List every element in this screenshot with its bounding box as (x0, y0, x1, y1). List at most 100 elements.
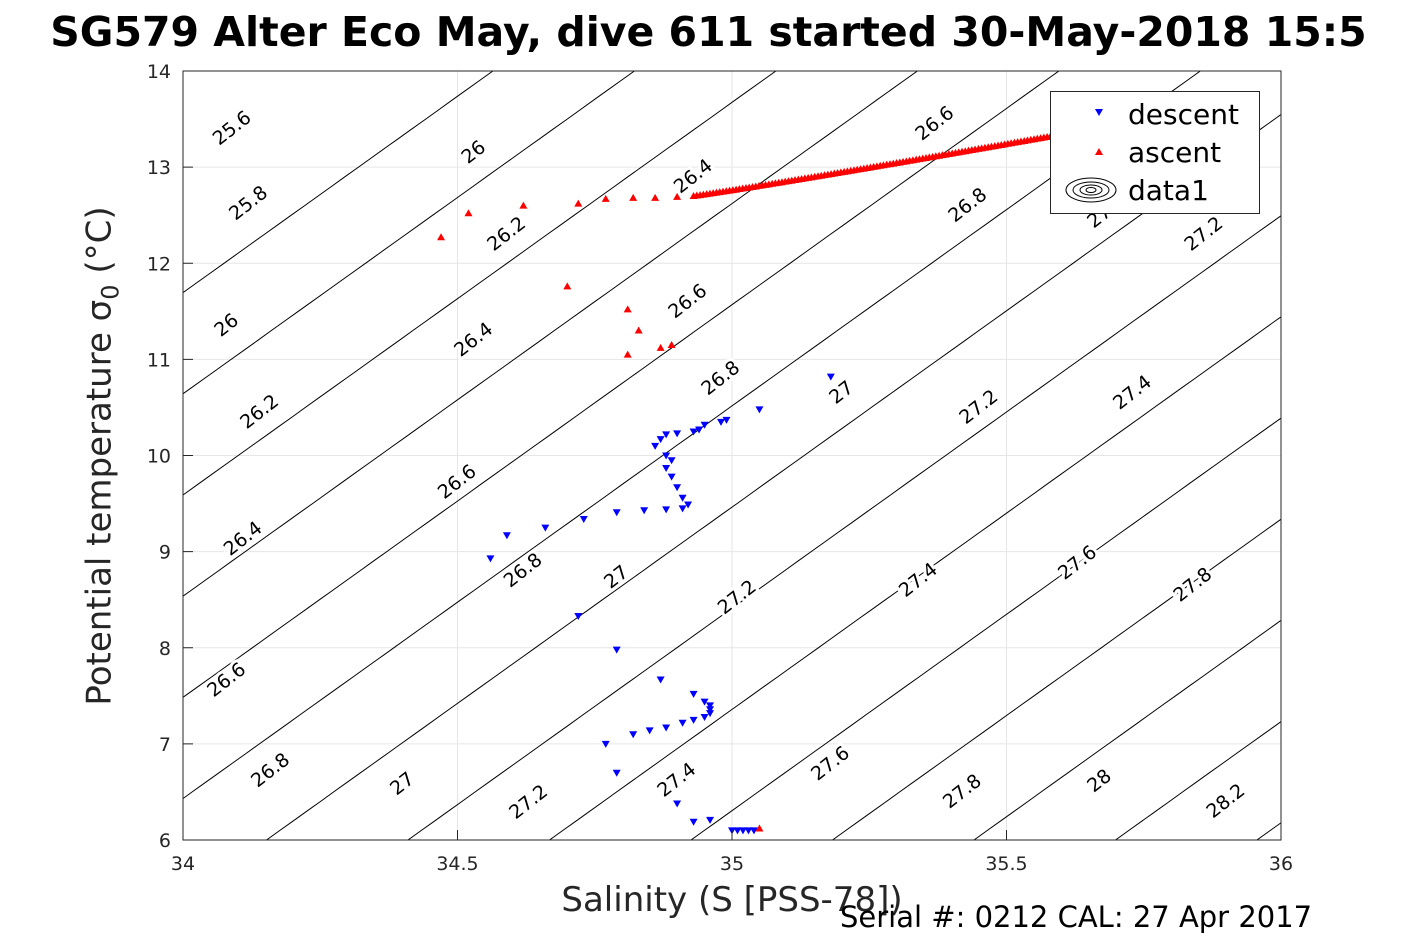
descent-point (541, 524, 550, 532)
isopycnal-line (183, 71, 919, 597)
descent-point (662, 431, 671, 439)
descent-point (662, 506, 671, 514)
descent-series (486, 373, 835, 835)
descent-point (826, 373, 835, 381)
descent-point (717, 418, 726, 426)
x-tick-label: 34 (171, 853, 195, 875)
descent-point (706, 816, 715, 824)
descent-point (486, 555, 495, 563)
y-tick-label: 14 (147, 61, 171, 83)
descent-point (689, 818, 698, 826)
isopycnal-line (407, 215, 1281, 840)
legend-marker-contour (1065, 177, 1117, 203)
isopycnal-line (183, 71, 636, 395)
isopycnal-line (973, 619, 1281, 840)
y-tick-label: 13 (147, 157, 171, 179)
descent-point (706, 710, 715, 718)
isopycnal-line (831, 518, 1281, 840)
legend-marker-descent (1095, 109, 1103, 116)
isopycnal-line (183, 71, 494, 294)
legend-item-ascent: ascent (1051, 134, 1259, 170)
ascent-point (519, 201, 528, 209)
descent-point (684, 501, 693, 509)
ascent-point (574, 199, 583, 207)
ascent-point (673, 192, 682, 200)
ascent-point (464, 209, 473, 217)
descent-point (645, 727, 654, 735)
legend-label-ascent: ascent (1128, 136, 1222, 169)
descent-point (722, 416, 731, 424)
y-axis-label-unit: (°C) (79, 206, 120, 285)
y-axis-label-main: Potential temperature σ (79, 299, 120, 706)
descent-point (667, 457, 676, 465)
ascent-series (437, 132, 1055, 832)
ascent-point (634, 326, 643, 334)
descent-point (673, 430, 682, 438)
descent-point (700, 698, 709, 706)
descent-point (689, 690, 698, 698)
descent-point (678, 505, 687, 513)
ascent-point (629, 193, 638, 201)
x-tick-label: 35.5 (985, 853, 1027, 875)
y-tick-label: 7 (159, 734, 171, 756)
x-tick-label: 36 (1269, 853, 1293, 875)
descent-point (755, 406, 764, 414)
y-tick-label: 11 (147, 349, 171, 371)
descent-point (667, 473, 676, 481)
x-tick-label: 34.5 (436, 853, 478, 875)
ascent-point (667, 340, 676, 348)
y-axis-label-sub: 0 (96, 284, 125, 300)
descent-point (706, 706, 715, 714)
descent-point (689, 716, 698, 724)
descent-point (612, 509, 621, 517)
x-tick-label: 35 (720, 853, 744, 875)
descent-point (651, 442, 660, 450)
legend-label-descent: descent (1128, 98, 1239, 131)
chart-title: SG579 Alter Eco May, dive 611 started 30… (50, 8, 1367, 56)
descent-point (502, 532, 511, 540)
isopycnal-line (183, 71, 777, 496)
y-tick-label: 10 (147, 446, 171, 468)
ascent-point (755, 824, 764, 832)
y-axis-label: Potential temperature σ0 (°C) (80, 206, 125, 705)
ascent-point (623, 305, 632, 313)
descent-point (574, 613, 583, 621)
descent-point (700, 713, 709, 721)
legend-marker-ascent (1095, 148, 1103, 155)
descent-point (579, 515, 588, 523)
descent-point (656, 676, 665, 684)
descent-point (700, 421, 709, 429)
isopycnal-line (1114, 721, 1281, 840)
descent-point (695, 426, 704, 434)
descent-point (678, 494, 687, 502)
legend: descent ascent data1 (1050, 91, 1260, 214)
ascent-point (437, 233, 446, 241)
footer-serial-cal: Serial #: 0212 CAL: 27 Apr 2017 (840, 900, 1313, 934)
isopycnal-line (183, 71, 1060, 698)
y-tick-label: 12 (147, 253, 171, 275)
descent-point (612, 646, 621, 654)
x-axis-label: Salinity (S [PSS-78]) (561, 880, 903, 920)
descent-point (689, 428, 698, 436)
ascent-point (601, 194, 610, 202)
descent-point (706, 702, 715, 710)
y-tick-label: 8 (159, 638, 171, 660)
title-container: SG579 Alter Eco May, dive 611 started 30… (0, 0, 1417, 60)
ascent-point (563, 282, 572, 290)
legend-label-data1: data1 (1128, 174, 1209, 207)
descent-point (738, 827, 747, 835)
descent-point (678, 719, 687, 727)
legend-item-data1: data1 (1051, 172, 1259, 208)
ascent-point (651, 193, 660, 201)
descent-point (601, 740, 610, 748)
legend-item-descent: descent (1051, 96, 1259, 132)
descent-point (733, 827, 742, 835)
isopycnal-line (690, 417, 1281, 840)
descent-point (744, 827, 753, 835)
ascent-point (656, 343, 665, 351)
descent-point (662, 724, 671, 732)
descent-point (662, 464, 671, 472)
descent-point (656, 436, 665, 444)
descent-point (629, 731, 638, 739)
descent-point (612, 769, 621, 777)
